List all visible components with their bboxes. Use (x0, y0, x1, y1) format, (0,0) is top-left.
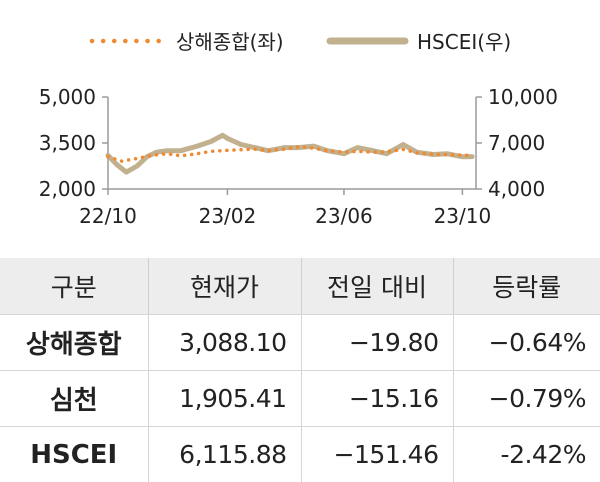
header-change: 전일 대비 (301, 258, 453, 315)
row-rate: −0.79% (453, 371, 600, 427)
row-change: −19.80 (301, 315, 453, 371)
row-name: 심천 (0, 371, 148, 427)
y-right-tick-label: 4,000 (488, 177, 545, 201)
x-tick-label: 23/02 (199, 204, 257, 228)
y-right-tick-label: 7,000 (488, 131, 545, 155)
row-price: 6,115.88 (148, 427, 301, 482)
table-header-row: 구분 현재가 전일 대비 등락률 (0, 258, 600, 315)
row-name: 상해종합 (0, 315, 148, 371)
line-chart: 상해종합(좌) HSCEI(우) 5,000 3,500 2,000 10,000 7,00… (0, 0, 600, 258)
row-rate: −0.64% (453, 315, 600, 371)
table-row: 상해종합 3,088.10 −19.80 −0.64% (0, 315, 600, 371)
x-tick-label: 22/10 (79, 204, 137, 228)
row-price: 3,088.10 (148, 315, 301, 371)
legend-label-shanghai: 상해종합(좌) (176, 30, 284, 54)
header-rate: 등락률 (453, 258, 600, 315)
row-rate: -2.42% (453, 427, 600, 482)
legend-label-hscei: HSCEI(우) (417, 30, 511, 54)
x-tick-label: 23/06 (315, 204, 373, 228)
table-row: 심천 1,905.41 −15.16 −0.79% (0, 371, 600, 427)
header-category: 구분 (0, 258, 148, 315)
row-name: HSCEI (0, 427, 148, 482)
y-left-tick-label: 5,000 (39, 85, 96, 109)
y-left-tick-label: 2,000 (39, 177, 96, 201)
row-change: −15.16 (301, 371, 453, 427)
index-table: 구분 현재가 전일 대비 등락률 상해종합 3,088.10 −19.80 −0… (0, 258, 600, 482)
y-right-tick-label: 10,000 (488, 85, 558, 109)
table-row: HSCEI 6,115.88 −151.46 -2.42% (0, 427, 600, 482)
chart-area: 상해종합(좌) HSCEI(우) 5,000 3,500 2,000 10,000 7,00… (0, 0, 600, 258)
header-price: 현재가 (148, 258, 301, 315)
y-left-tick-label: 3,500 (39, 131, 96, 155)
row-change: −151.46 (301, 427, 453, 482)
x-tick-label: 23/10 (434, 204, 492, 228)
row-price: 1,905.41 (148, 371, 301, 427)
